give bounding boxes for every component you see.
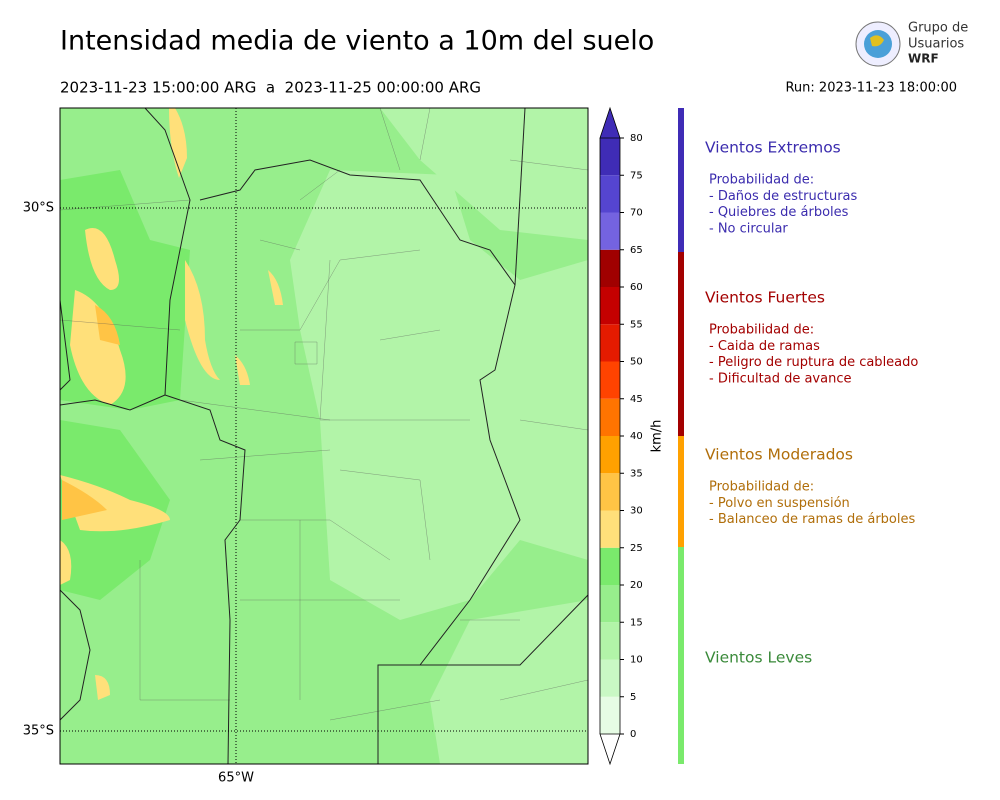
legend-detail: - Daños de estructuras	[709, 189, 858, 204]
province-border	[60, 299, 71, 391]
colorbar-bin	[600, 696, 620, 734]
logo-land	[870, 35, 884, 47]
legend-title: Vientos Fuertes	[705, 289, 825, 307]
legend-band-segment	[678, 547, 684, 764]
province-border	[60, 108, 191, 411]
colorbar-bin	[600, 547, 620, 585]
colorbar-tick-label: 0	[630, 729, 636, 740]
country-border	[60, 589, 91, 721]
legend-title: Vientos Extremos	[705, 139, 841, 157]
field-orange	[62, 480, 107, 520]
title: Intensidad media de viento a 10m del sue…	[60, 26, 654, 57]
colorbar-tick-label: 15	[630, 617, 643, 628]
colorbar-bin	[600, 473, 620, 511]
province-border	[420, 594, 588, 666]
logo-text: WRF	[908, 52, 939, 66]
colorbar-extend-under	[599, 733, 621, 766]
legend-band	[678, 108, 684, 764]
colorbar-extend-over	[599, 106, 621, 139]
legend-detail: - Balanceo de ramas de árboles	[709, 512, 915, 527]
legend-detail: - Polvo en suspensión	[709, 496, 850, 511]
legend-band-segment	[678, 436, 684, 547]
colorbar-bin	[600, 622, 620, 660]
map-frame	[59, 107, 589, 765]
field-yellow	[70, 290, 126, 405]
colorbar-bin	[600, 212, 620, 250]
colorbar-bin	[600, 585, 620, 623]
colorbar-bin	[600, 436, 620, 474]
field-yellow	[169, 108, 187, 178]
colorbar-tick-label: 70	[630, 208, 643, 219]
colorbar: 0 5 10 15 20 25 30 35 40 45 50 55 60 65 70 75 80	[599, 106, 643, 766]
lon-label: 65°W	[218, 771, 254, 786]
logo-text: Usuarios	[908, 37, 964, 52]
colorbar-tick-label: 50	[630, 357, 643, 368]
logo: Grupo de Usuarios WRF	[855, 21, 968, 67]
run: Run: 2023-11-23 18:00:00	[785, 81, 957, 96]
colorbar-tick-label: 65	[630, 245, 643, 256]
colorbar-bin	[600, 175, 620, 213]
colorbar-tick-label: 5	[630, 692, 636, 703]
field-yellow	[185, 260, 220, 380]
legend-band-segment	[678, 108, 684, 252]
colorbar-bin	[600, 138, 620, 176]
colorbar-label: km/h	[650, 420, 665, 453]
province-border	[164, 394, 246, 764]
legend-band-segment	[678, 252, 684, 436]
colorbar-tick-label: 35	[630, 468, 643, 479]
colorbar-bin	[600, 398, 620, 436]
field-yellow	[95, 675, 110, 700]
field-yellow	[60, 540, 72, 585]
legend-detail: - Quiebres de árboles	[709, 205, 849, 220]
legend-detail: Probabilidad de:	[709, 480, 814, 495]
colorbar-bin	[600, 287, 620, 325]
colorbar-tick-label: 80	[630, 133, 643, 144]
colorbar-bin	[600, 510, 620, 548]
legend-title: Vientos Moderados	[705, 446, 853, 464]
colorbar-tick-label: 60	[630, 282, 643, 293]
colorbar-bin	[600, 659, 620, 697]
period: 2023-11-23 15:00:00 ARG a 2023-11-25 00:…	[60, 79, 481, 97]
legend-detail: - No circular	[709, 221, 788, 236]
colorbar-tick-label: 30	[630, 506, 643, 517]
legend-detail: - Dificultad de avance	[709, 371, 851, 386]
colorbar-tick-label: 55	[630, 319, 643, 330]
colorbar-tick-label: 20	[630, 580, 643, 591]
colorbar-tick-label: 75	[630, 170, 643, 181]
colorbar-bin	[600, 361, 620, 399]
lat-label: 30°S	[23, 201, 54, 216]
field-light	[380, 108, 588, 240]
province-border	[514, 108, 526, 286]
field-light	[430, 600, 588, 764]
legend-detail: - Peligro de ruptura de cableado	[709, 355, 918, 370]
legend-detail: Probabilidad de:	[709, 323, 814, 338]
field-yellow	[60, 475, 170, 532]
legend-title: Vientos Leves	[705, 649, 812, 667]
colorbar-bin	[600, 324, 620, 362]
colorbar-tick-label: 40	[630, 431, 643, 442]
department-borders	[60, 108, 588, 721]
field-yellow	[85, 228, 119, 290]
colorbar-tick-label: 45	[630, 394, 643, 405]
colorbar-tick-label: 25	[630, 543, 643, 554]
field-yellow	[235, 270, 283, 385]
legend-detail: - Caida de ramas	[709, 339, 820, 354]
colorbar-tick-label: 10	[630, 655, 643, 666]
legend-detail: Probabilidad de:	[709, 173, 814, 188]
logo-text: Grupo de	[908, 21, 968, 36]
colorbar-bin	[600, 249, 620, 287]
field-orange	[95, 305, 120, 345]
map	[60, 108, 588, 764]
lat-label: 35°S	[23, 724, 54, 739]
